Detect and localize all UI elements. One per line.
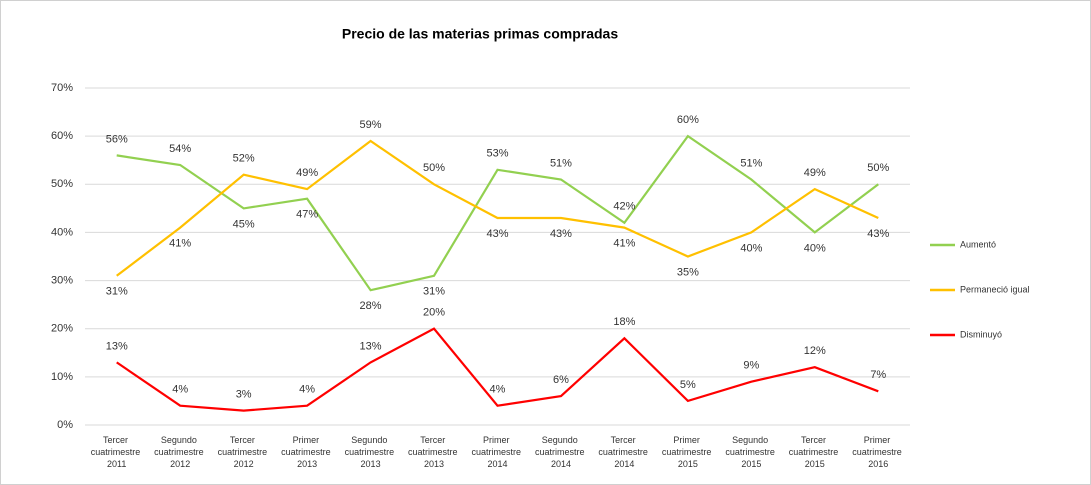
data-label: 5% [680,379,696,391]
y-tick-label: 60% [51,130,73,142]
data-label: 43% [550,228,572,240]
x-tick-label: Tercer cuatrimestre 2013 [408,435,460,469]
series-line [116,327,879,412]
x-tick-label: Primer cuatrimestre 2015 [662,435,714,469]
x-tick-label: Primer cuatrimestre 2016 [852,435,904,469]
y-tick-label: 50% [51,178,73,190]
data-label: 6% [553,374,569,386]
data-label: 43% [867,228,889,240]
y-tick-label: 30% [51,274,73,286]
data-label: 20% [423,307,445,319]
x-tick-label: Primer cuatrimestre 2014 [471,435,523,469]
data-label: 18% [613,316,635,328]
data-label: 40% [740,242,762,254]
x-tick-label: Segundo cuatrimestre 2012 [154,435,206,469]
x-tick-label: Segundo cuatrimestre 2014 [535,435,587,469]
data-label: 54% [169,143,191,155]
data-label: 28% [360,300,382,312]
y-tick-label: 0% [57,419,73,431]
legend-label: Permaneció igual [960,284,1030,294]
data-label: 9% [743,360,759,372]
data-label: 45% [233,218,255,230]
legend-label: Disminuyó [960,329,1002,339]
data-label: 13% [106,340,128,352]
y-tick-label: 70% [51,82,73,94]
x-tick-label: Tercer cuatrimestre 2014 [598,435,650,469]
x-tick-label: Tercer cuatrimestre 2012 [218,435,270,469]
series-line [116,139,879,277]
data-label: 51% [550,157,572,169]
series-line [116,134,879,292]
data-label: 42% [613,201,635,213]
x-tick-label: Tercer cuatrimestre 2011 [91,435,143,469]
data-label: 49% [296,167,318,179]
data-label: 60% [677,114,699,126]
data-label: 52% [233,153,255,165]
legend-label: Aumentó [960,239,996,249]
data-label: 41% [613,238,635,250]
data-label: 43% [486,228,508,240]
data-label: 56% [106,133,128,145]
y-tick-label: 20% [51,323,73,335]
data-label: 35% [677,266,699,278]
x-tick-label: Segundo cuatrimestre 2013 [345,435,397,469]
data-label: 12% [804,345,826,357]
data-label: 53% [486,148,508,160]
data-label: 4% [172,384,188,396]
data-label: 4% [490,384,506,396]
data-label: 7% [870,369,886,381]
data-label: 13% [360,340,382,352]
y-tick-label: 40% [51,226,73,238]
data-label: 31% [106,286,128,298]
data-label: 49% [804,167,826,179]
data-label: 31% [423,286,445,298]
data-label: 47% [296,209,318,221]
x-tick-label: Segundo cuatrimestre 2015 [725,435,777,469]
data-label: 59% [360,119,382,131]
data-label: 3% [236,388,252,400]
data-label: 50% [867,162,889,174]
data-label: 51% [740,157,762,169]
chart-title: Precio de las materias primas compradas [342,26,618,42]
y-tick-label: 10% [51,371,73,383]
data-label: 4% [299,384,315,396]
data-label: 41% [169,238,191,250]
data-label: 40% [804,242,826,254]
data-label: 50% [423,162,445,174]
x-tick-label: Primer cuatrimestre 2013 [281,435,333,469]
x-tick-label: Tercer cuatrimestre 2015 [789,435,841,469]
